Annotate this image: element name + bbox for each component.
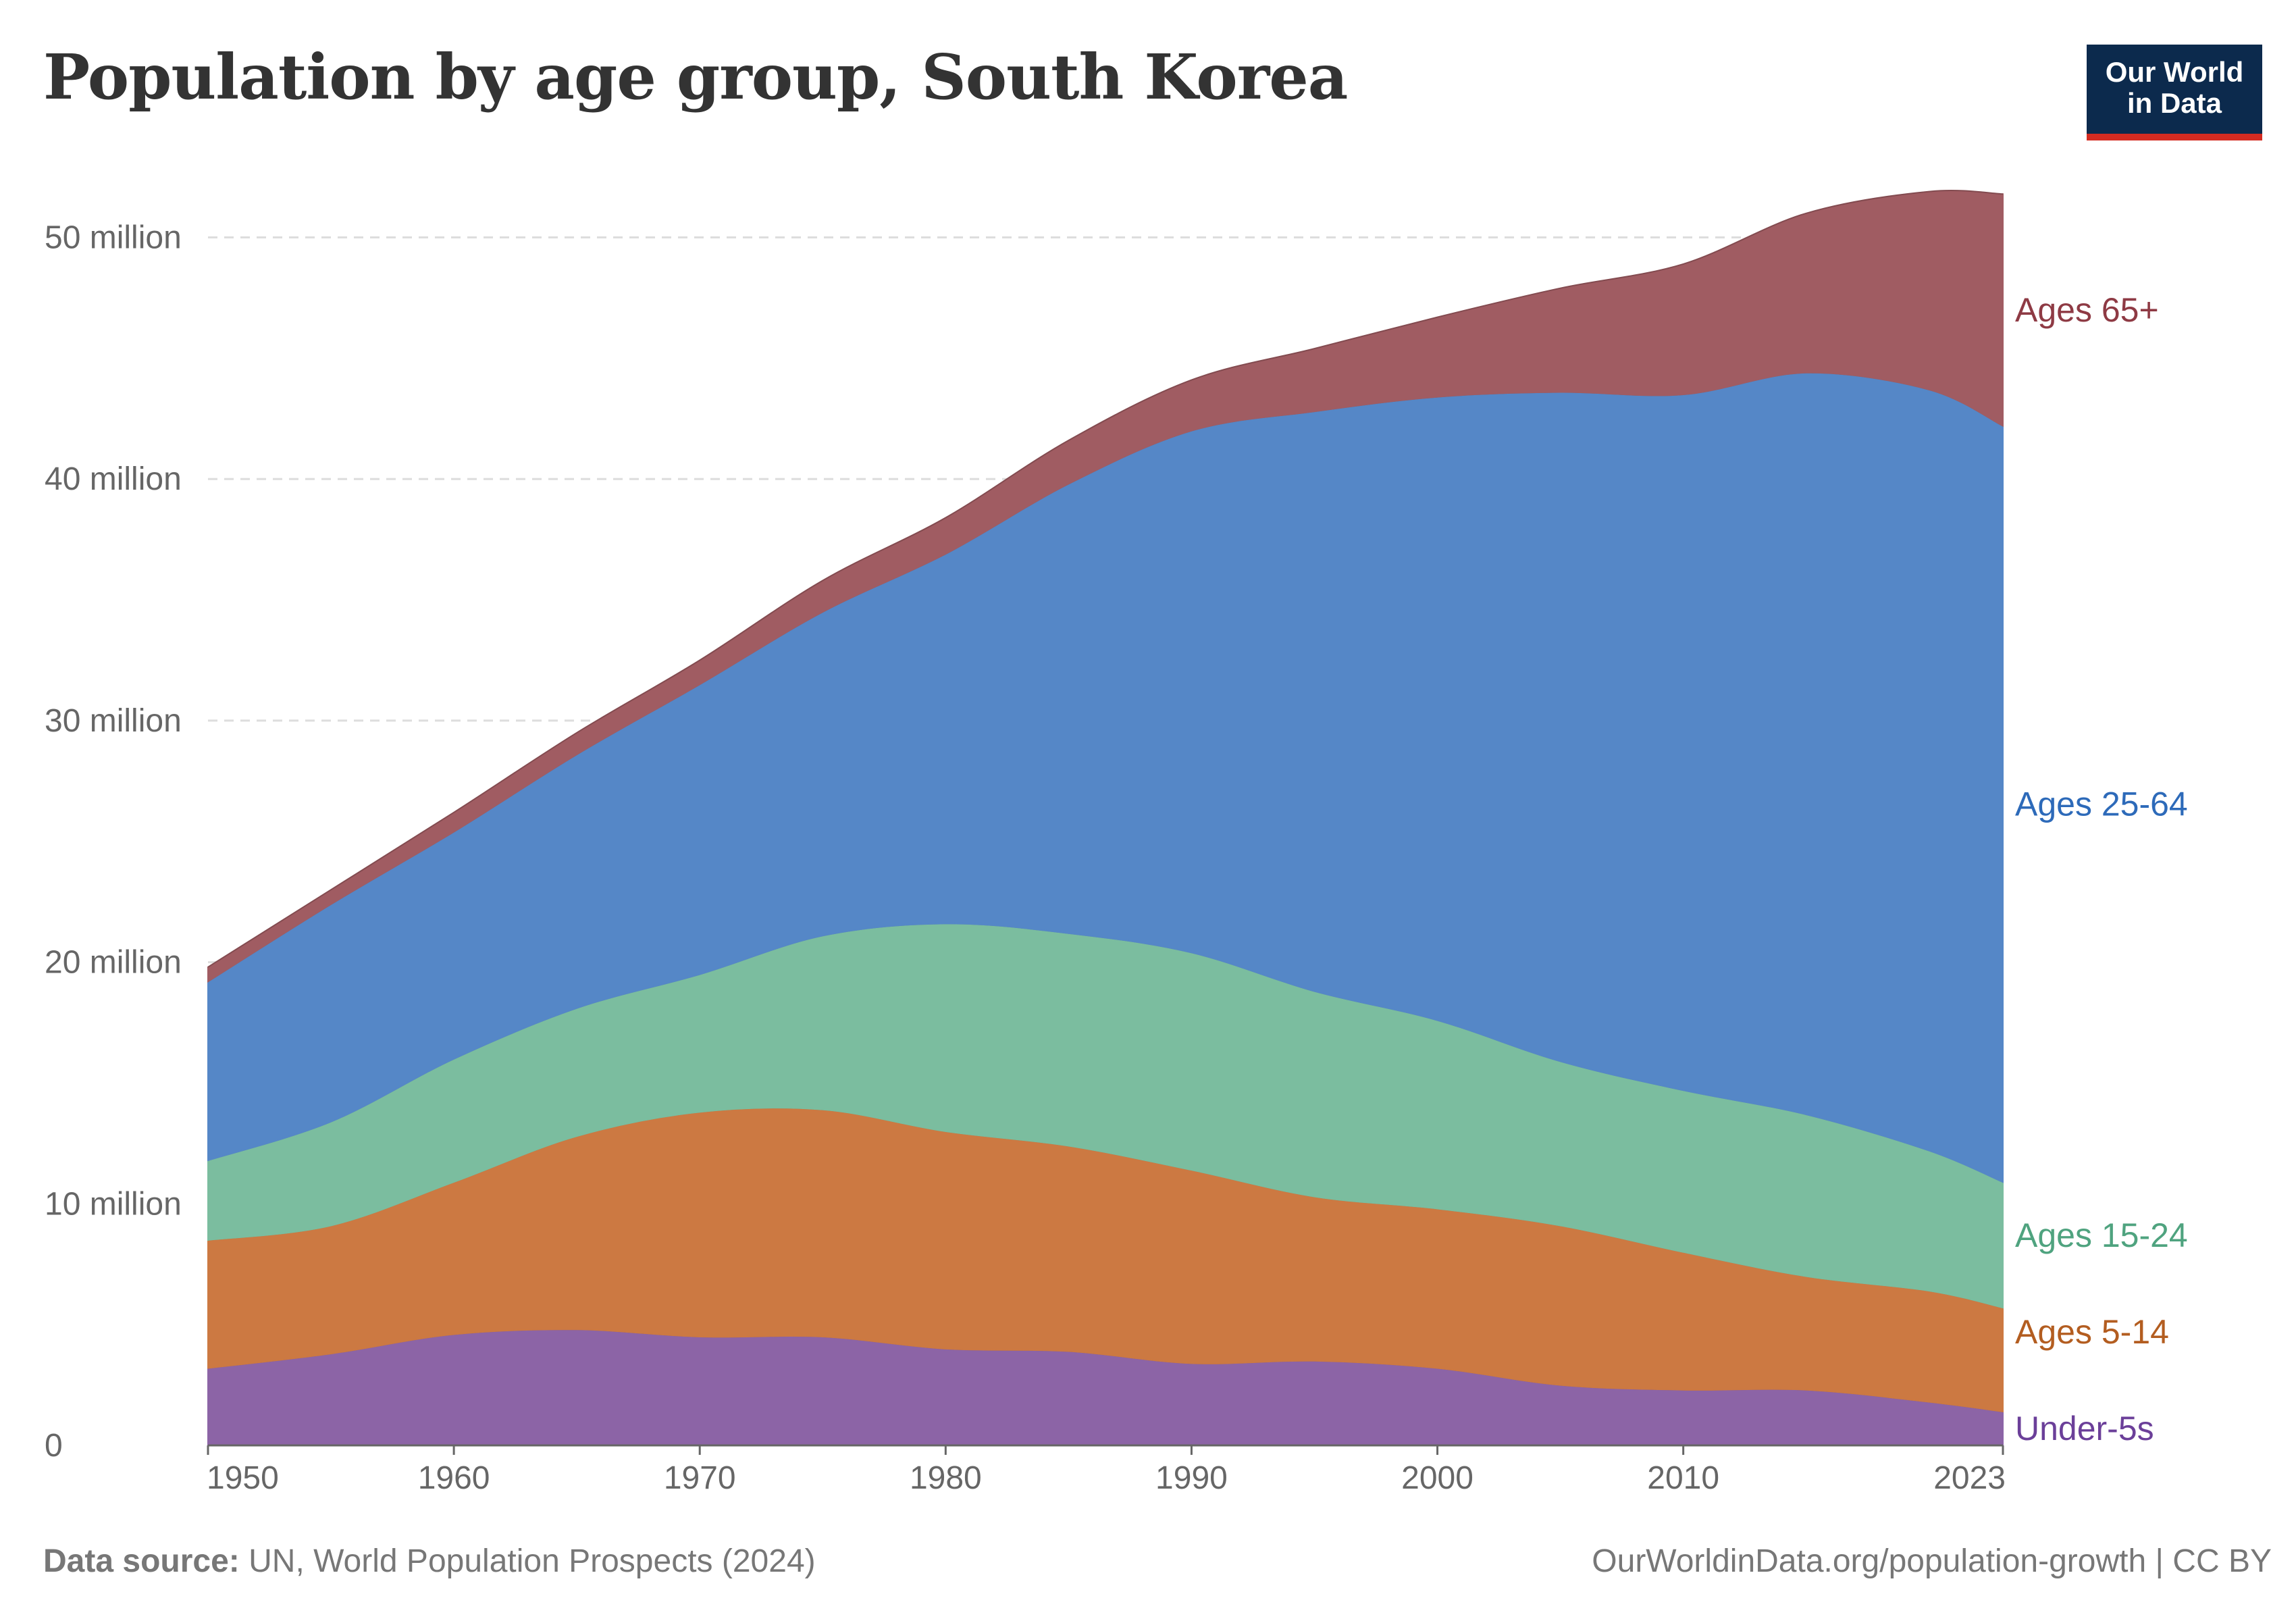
y-tick-label: 30 million bbox=[45, 703, 182, 739]
logo-line-1: Our World bbox=[2105, 56, 2244, 88]
logo-accent-bar bbox=[2087, 134, 2262, 140]
axes: 0 10 million 20 million 30 million 40 millio… bbox=[45, 220, 2006, 1496]
x-tick-label: 2010 bbox=[1647, 1460, 1719, 1496]
logo-line-2: in Data bbox=[2127, 87, 2222, 119]
x-tick-label: 1950 bbox=[207, 1460, 279, 1496]
area-edge-ages-65- bbox=[207, 190, 2004, 968]
y-tick-label: 10 million bbox=[45, 1186, 182, 1222]
x-tick-label: 1980 bbox=[910, 1460, 982, 1496]
y-tick-label: 0 bbox=[45, 1428, 63, 1464]
series-labels: Under-5s Ages 5-14 Ages 15-24 Ages 25-64 Age… bbox=[2015, 291, 2188, 1447]
area-ages-65-[interactable] bbox=[207, 190, 2004, 983]
x-tick-label: 1960 bbox=[418, 1460, 490, 1496]
data-source: Data source: UN, World Population Prospe… bbox=[43, 1543, 816, 1580]
footer-credit: OurWorldinData.org/population-growth | C… bbox=[1592, 1543, 2272, 1580]
data-source-text: UN, World Population Prospects (2024) bbox=[249, 1543, 816, 1579]
x-tick-label: 2000 bbox=[1401, 1460, 1473, 1496]
source-url-link[interactable]: OurWorldinData.org/population-growth bbox=[1592, 1543, 2147, 1579]
owid-logo[interactable]: Our World in Data bbox=[2087, 45, 2262, 140]
y-tick-label: 40 million bbox=[45, 461, 182, 497]
x-tick-label: 1990 bbox=[1155, 1460, 1228, 1496]
series-label-ages-25-64: Ages 25-64 bbox=[2015, 785, 2188, 823]
license-label: | CC BY bbox=[2155, 1543, 2272, 1579]
y-tick-label: 50 million bbox=[45, 220, 182, 256]
series-label-ages-65-: Ages 65+ bbox=[2015, 291, 2159, 329]
x-tick-label: 2023 bbox=[1933, 1460, 2006, 1496]
area-series bbox=[207, 190, 2004, 1447]
data-source-label: Data source: bbox=[43, 1543, 240, 1579]
series-label-ages-15-24: Ages 15-24 bbox=[2015, 1216, 2188, 1254]
series-label-under-5s: Under-5s bbox=[2015, 1410, 2154, 1447]
x-tick-label: 1970 bbox=[664, 1460, 736, 1496]
series-label-ages-5-14: Ages 5-14 bbox=[2015, 1313, 2169, 1351]
chart-title: Population by age group, South Korea bbox=[43, 41, 1348, 113]
y-tick-label: 20 million bbox=[45, 945, 182, 981]
